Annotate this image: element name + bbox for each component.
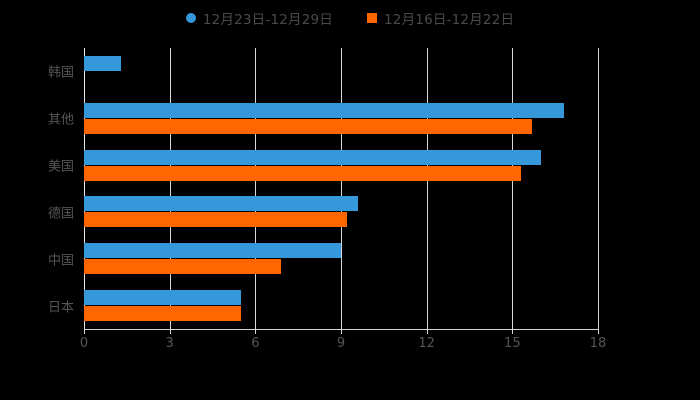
gridline-x-6 (255, 48, 257, 329)
bar[interactable] (84, 196, 359, 212)
bar-group (84, 102, 598, 134)
bar[interactable] (84, 118, 533, 134)
tick-mark-x-0 (84, 329, 85, 334)
gridline-x-3 (169, 48, 171, 329)
gridline-x-12 (426, 48, 428, 329)
legend-label-series-0: 12月23日-12月29日 (202, 12, 333, 28)
plot-area (84, 48, 599, 329)
gridline-x-9 (341, 48, 342, 329)
tick-mark-x-18 (598, 329, 599, 334)
y-axis-category-label: 其他 (47, 112, 74, 128)
legend-swatch-square-icon (367, 13, 377, 23)
bar-group (84, 243, 598, 275)
tick-mark-x-15 (512, 329, 514, 334)
x-tick-label: 15 (504, 336, 521, 351)
y-axis-labels: 韩国其他美国德国中国日本 (0, 0, 74, 400)
tick-mark-x-9 (341, 329, 342, 334)
bar[interactable] (84, 55, 122, 71)
y-axis-category-label: 美国 (47, 159, 74, 175)
bar[interactable] (84, 165, 521, 181)
x-tick-label: 3 (165, 336, 174, 351)
bar[interactable] (84, 212, 347, 228)
bar-group (84, 149, 598, 181)
y-axis-category-label: 德国 (47, 206, 74, 222)
tick-mark-x-12 (426, 329, 428, 334)
gridline-x-0 (84, 48, 85, 329)
x-axis-labels: 0 3 6 9 12 15 18 (0, 336, 700, 358)
legend-entry-series-0[interactable]: 12月23日-12月29日 (185, 8, 333, 28)
tick-mark-x-6 (255, 329, 257, 334)
bar[interactable] (84, 243, 341, 259)
bar[interactable] (84, 259, 282, 275)
legend-entry-series-1[interactable]: 12月16日-12月22日 (367, 8, 514, 28)
x-tick-label: 12 (418, 336, 435, 351)
y-axis-category-label: 中国 (47, 253, 74, 269)
legend-swatch-circle-icon (185, 13, 196, 23)
gridline-x-18 (598, 48, 599, 329)
bar[interactable] (84, 102, 564, 118)
bar[interactable] (84, 149, 541, 165)
x-tick-label: 6 (251, 336, 260, 351)
x-tick-label: 9 (336, 336, 346, 351)
chart-legend: 12月23日-12月29日 12月16日-12月22日 (0, 8, 700, 28)
bar-group (84, 55, 598, 87)
gridline-x-15 (512, 48, 514, 329)
bar-group (84, 196, 598, 228)
x-tick-label: 0 (79, 336, 89, 351)
y-axis-category-label: 日本 (47, 300, 74, 316)
x-tick-label: 18 (589, 336, 607, 351)
bar-group (84, 290, 598, 322)
bar[interactable] (84, 290, 242, 306)
bar[interactable] (84, 306, 242, 322)
tick-mark-x-3 (169, 329, 171, 334)
y-axis-category-label: 韩国 (47, 65, 74, 81)
legend-label-series-1: 12月16日-12月22日 (384, 12, 515, 28)
